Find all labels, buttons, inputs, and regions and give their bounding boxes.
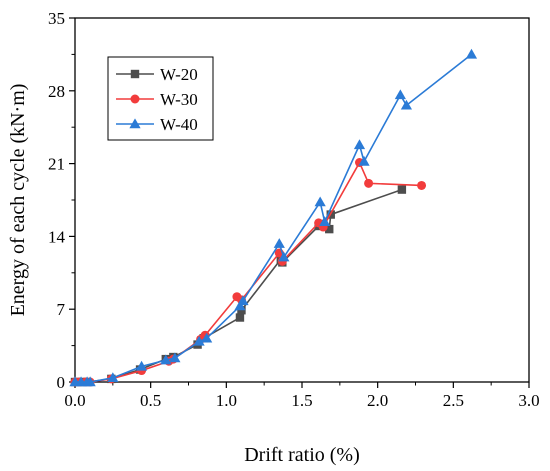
data-point xyxy=(169,352,181,363)
y-tick-label: 28 xyxy=(48,82,65,101)
data-point xyxy=(84,376,96,387)
data-point xyxy=(353,139,366,150)
data-point xyxy=(235,313,245,322)
legend-label: W-40 xyxy=(160,115,198,134)
legend-marker xyxy=(130,94,140,104)
data-point xyxy=(278,251,290,262)
x-tick-label: 0.0 xyxy=(64,391,85,410)
data-point xyxy=(160,354,172,365)
data-point xyxy=(107,372,119,383)
data-point xyxy=(465,48,478,59)
legend-marker xyxy=(129,118,141,129)
data-point xyxy=(364,178,374,188)
series-w-30 xyxy=(70,158,427,387)
x-tick-label: 0.5 xyxy=(140,391,161,410)
data-point xyxy=(314,196,326,207)
series-layer xyxy=(69,48,478,387)
x-tick-label: 2.5 xyxy=(443,391,464,410)
legend-label: W-30 xyxy=(160,90,198,109)
data-point xyxy=(319,216,331,227)
legend-marker xyxy=(130,69,140,79)
data-point xyxy=(193,335,205,346)
data-point xyxy=(237,295,249,306)
y-tick-labels: 0 7 14 21 28 35 xyxy=(48,9,66,392)
x-tick-labels: 0.0 0.5 1.0 1.5 2.0 2.5 3.0 xyxy=(64,391,539,410)
data-point xyxy=(400,99,413,110)
data-point xyxy=(417,180,427,190)
x-tick-label: 1.5 xyxy=(291,391,312,410)
y-tick-label: 0 xyxy=(57,373,66,392)
x-tick-label: 3.0 xyxy=(518,391,539,410)
data-point xyxy=(135,360,148,371)
data-point xyxy=(397,185,407,194)
data-point xyxy=(273,238,285,248)
data-point xyxy=(358,155,370,166)
y-tick-label: 35 xyxy=(48,9,65,28)
legend-label: W-20 xyxy=(160,65,198,84)
series-line xyxy=(75,188,403,383)
y-axis-title: Energy of each cycle (kN·m) xyxy=(7,84,29,317)
y-tick-label: 21 xyxy=(48,155,65,174)
y-tick-label: 14 xyxy=(48,227,66,246)
series-line xyxy=(75,161,422,383)
data-point xyxy=(394,89,406,100)
axis-ticks xyxy=(69,17,530,388)
data-point xyxy=(201,332,213,343)
legend: W-20 W-30 W-40 xyxy=(107,56,214,141)
y-tick-label: 7 xyxy=(57,300,66,319)
series-w-20 xyxy=(70,185,407,387)
data-point xyxy=(325,224,334,234)
data-point xyxy=(234,300,246,311)
x-tick-label: 1.0 xyxy=(216,391,237,410)
x-tick-label: 2.0 xyxy=(367,391,388,410)
x-axis-title: Drift ratio (%) xyxy=(244,444,360,466)
series-w-40 xyxy=(69,48,478,387)
